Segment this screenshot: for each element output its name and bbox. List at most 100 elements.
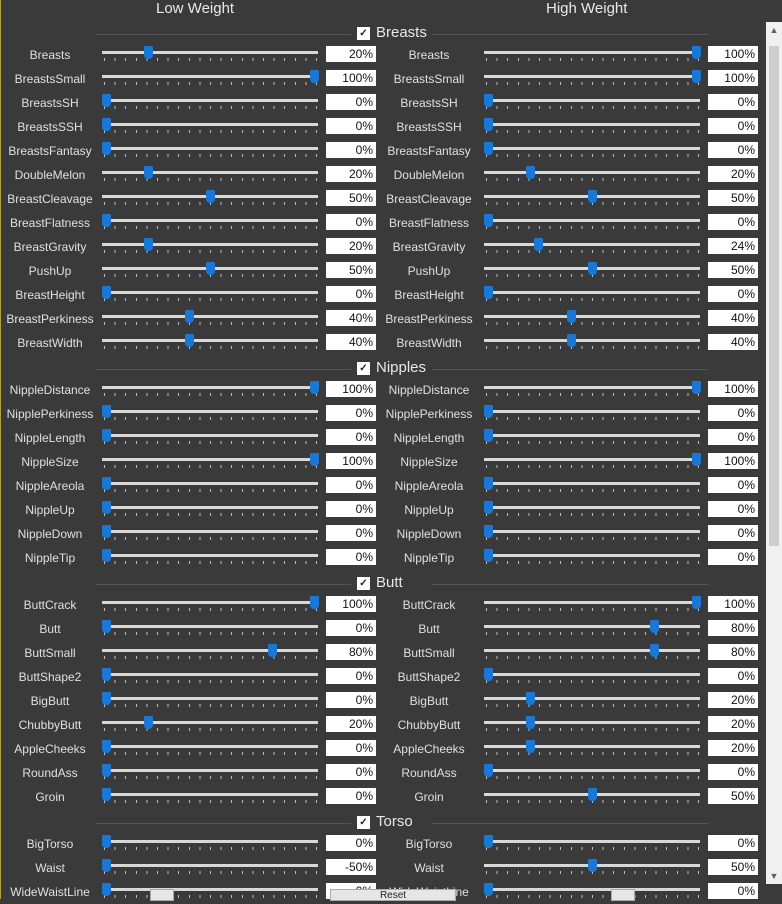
low-weight-slider-track[interactable] [102,793,318,796]
high-weight-slider-track[interactable] [484,649,700,652]
low-weight-slider-track[interactable] [102,410,318,413]
high-weight-slider-track[interactable] [484,75,700,78]
low-weight-slider-thumb[interactable] [102,883,111,896]
low-weight-slider-thumb[interactable] [143,238,153,251]
low-weight-slider-track[interactable] [102,51,318,54]
low-weight-slider-thumb[interactable] [102,668,111,681]
high-weight-value-field[interactable]: 0% [708,94,758,110]
high-weight-slider-thumb[interactable] [588,859,597,872]
high-weight-value-field[interactable]: 20% [708,692,758,708]
low-weight-slider-track[interactable] [102,554,318,557]
high-weight-slider-thumb[interactable] [650,620,660,633]
low-weight-value-field[interactable]: 0% [326,668,376,684]
low-weight-slider-track[interactable] [102,673,318,676]
low-weight-slider-thumb[interactable] [102,692,111,705]
low-weight-slider-track[interactable] [102,171,318,174]
high-weight-slider-thumb[interactable] [484,477,493,490]
low-weight-value-field[interactable]: -50% [326,859,376,875]
high-weight-value-field[interactable]: 80% [708,644,758,660]
high-weight-slider-track[interactable] [484,482,700,485]
low-weight-value-field[interactable]: 0% [326,118,376,134]
low-weight-slider-thumb[interactable] [206,190,215,203]
low-weight-slider-track[interactable] [102,123,318,126]
low-weight-slider-track[interactable] [102,721,318,724]
high-weight-slider-thumb[interactable] [692,381,701,394]
high-weight-value-field[interactable]: 20% [708,166,758,182]
low-weight-slider-thumb[interactable] [185,334,195,347]
low-weight-slider-track[interactable] [102,243,318,246]
low-weight-slider-track[interactable] [102,482,318,485]
low-weight-slider-thumb[interactable] [102,525,111,538]
high-weight-value-field[interactable]: 100% [708,453,758,469]
low-weight-slider-thumb[interactable] [206,262,215,275]
low-weight-slider-thumb[interactable] [310,453,319,466]
low-weight-value-field[interactable]: 20% [326,166,376,182]
low-weight-value-field[interactable]: 0% [326,477,376,493]
high-weight-slider-thumb[interactable] [692,596,701,609]
low-weight-slider-thumb[interactable] [102,788,111,801]
high-weight-slider-thumb[interactable] [692,46,701,59]
high-weight-value-field[interactable]: 0% [708,142,758,158]
low-weight-slider-track[interactable] [102,649,318,652]
low-weight-value-field[interactable]: 20% [326,46,376,62]
low-weight-slider-track[interactable] [102,601,318,604]
low-weight-slider-thumb[interactable] [102,94,111,107]
high-weight-value-field[interactable]: 20% [708,740,758,756]
low-weight-value-field[interactable]: 0% [326,525,376,541]
low-weight-slider-thumb[interactable] [102,620,111,633]
low-weight-slider-track[interactable] [102,291,318,294]
low-weight-slider-track[interactable] [102,625,318,628]
low-weight-slider-track[interactable] [102,147,318,150]
low-weight-value-field[interactable]: 0% [326,764,376,780]
low-weight-value-field[interactable]: 0% [326,788,376,804]
high-weight-value-field[interactable]: 0% [708,883,758,899]
low-weight-slider-track[interactable] [102,386,318,389]
low-weight-slider-thumb[interactable] [102,429,111,442]
low-weight-value-field[interactable]: 50% [326,262,376,278]
high-weight-slider-track[interactable] [484,410,700,413]
high-weight-slider-thumb[interactable] [525,692,535,705]
high-weight-slider-thumb[interactable] [484,94,493,107]
low-weight-value-field[interactable]: 100% [326,70,376,86]
low-weight-slider-track[interactable] [102,745,318,748]
low-weight-value-field[interactable]: 40% [326,310,376,326]
low-weight-slider-thumb[interactable] [310,381,319,394]
low-weight-slider-thumb[interactable] [102,859,111,872]
high-weight-slider-thumb[interactable] [484,142,493,155]
low-weight-slider-thumb[interactable] [102,549,111,562]
low-weight-slider-thumb[interactable] [185,310,195,323]
low-weight-slider-thumb[interactable] [102,142,111,155]
high-weight-slider-track[interactable] [484,458,700,461]
scroll-down-arrow-icon[interactable]: ▼ [769,871,779,881]
low-weight-slider-thumb[interactable] [102,501,111,514]
high-weight-slider-thumb[interactable] [484,883,493,896]
high-weight-slider-track[interactable] [484,601,700,604]
high-weight-slider-thumb[interactable] [484,429,493,442]
high-weight-slider-thumb[interactable] [525,740,535,753]
low-weight-slider-track[interactable] [102,434,318,437]
reset-button[interactable]: Reset [330,889,456,901]
low-weight-slider-track[interactable] [102,864,318,867]
low-weight-slider-thumb[interactable] [102,477,111,490]
high-weight-slider-thumb[interactable] [484,525,493,538]
high-weight-slider-track[interactable] [484,625,700,628]
high-weight-slider-thumb[interactable] [588,788,597,801]
section-checkbox[interactable]: ✓ [357,816,370,829]
low-weight-value-field[interactable]: 100% [326,453,376,469]
high-weight-slider-thumb[interactable] [525,716,535,729]
high-weight-value-field[interactable]: 0% [708,477,758,493]
high-weight-slider-track[interactable] [484,745,700,748]
low-weight-button[interactable] [150,889,174,901]
high-weight-slider-track[interactable] [484,530,700,533]
low-weight-slider-track[interactable] [102,458,318,461]
low-weight-value-field[interactable]: 0% [326,501,376,517]
high-weight-slider-track[interactable] [484,315,700,318]
scrollbar-thumb[interactable] [769,46,779,546]
low-weight-slider-thumb[interactable] [102,118,111,131]
low-weight-slider-thumb[interactable] [102,214,111,227]
low-weight-slider-thumb[interactable] [143,46,153,59]
high-weight-value-field[interactable]: 100% [708,381,758,397]
low-weight-value-field[interactable]: 0% [326,94,376,110]
high-weight-slider-track[interactable] [484,506,700,509]
high-weight-slider-track[interactable] [484,219,700,222]
